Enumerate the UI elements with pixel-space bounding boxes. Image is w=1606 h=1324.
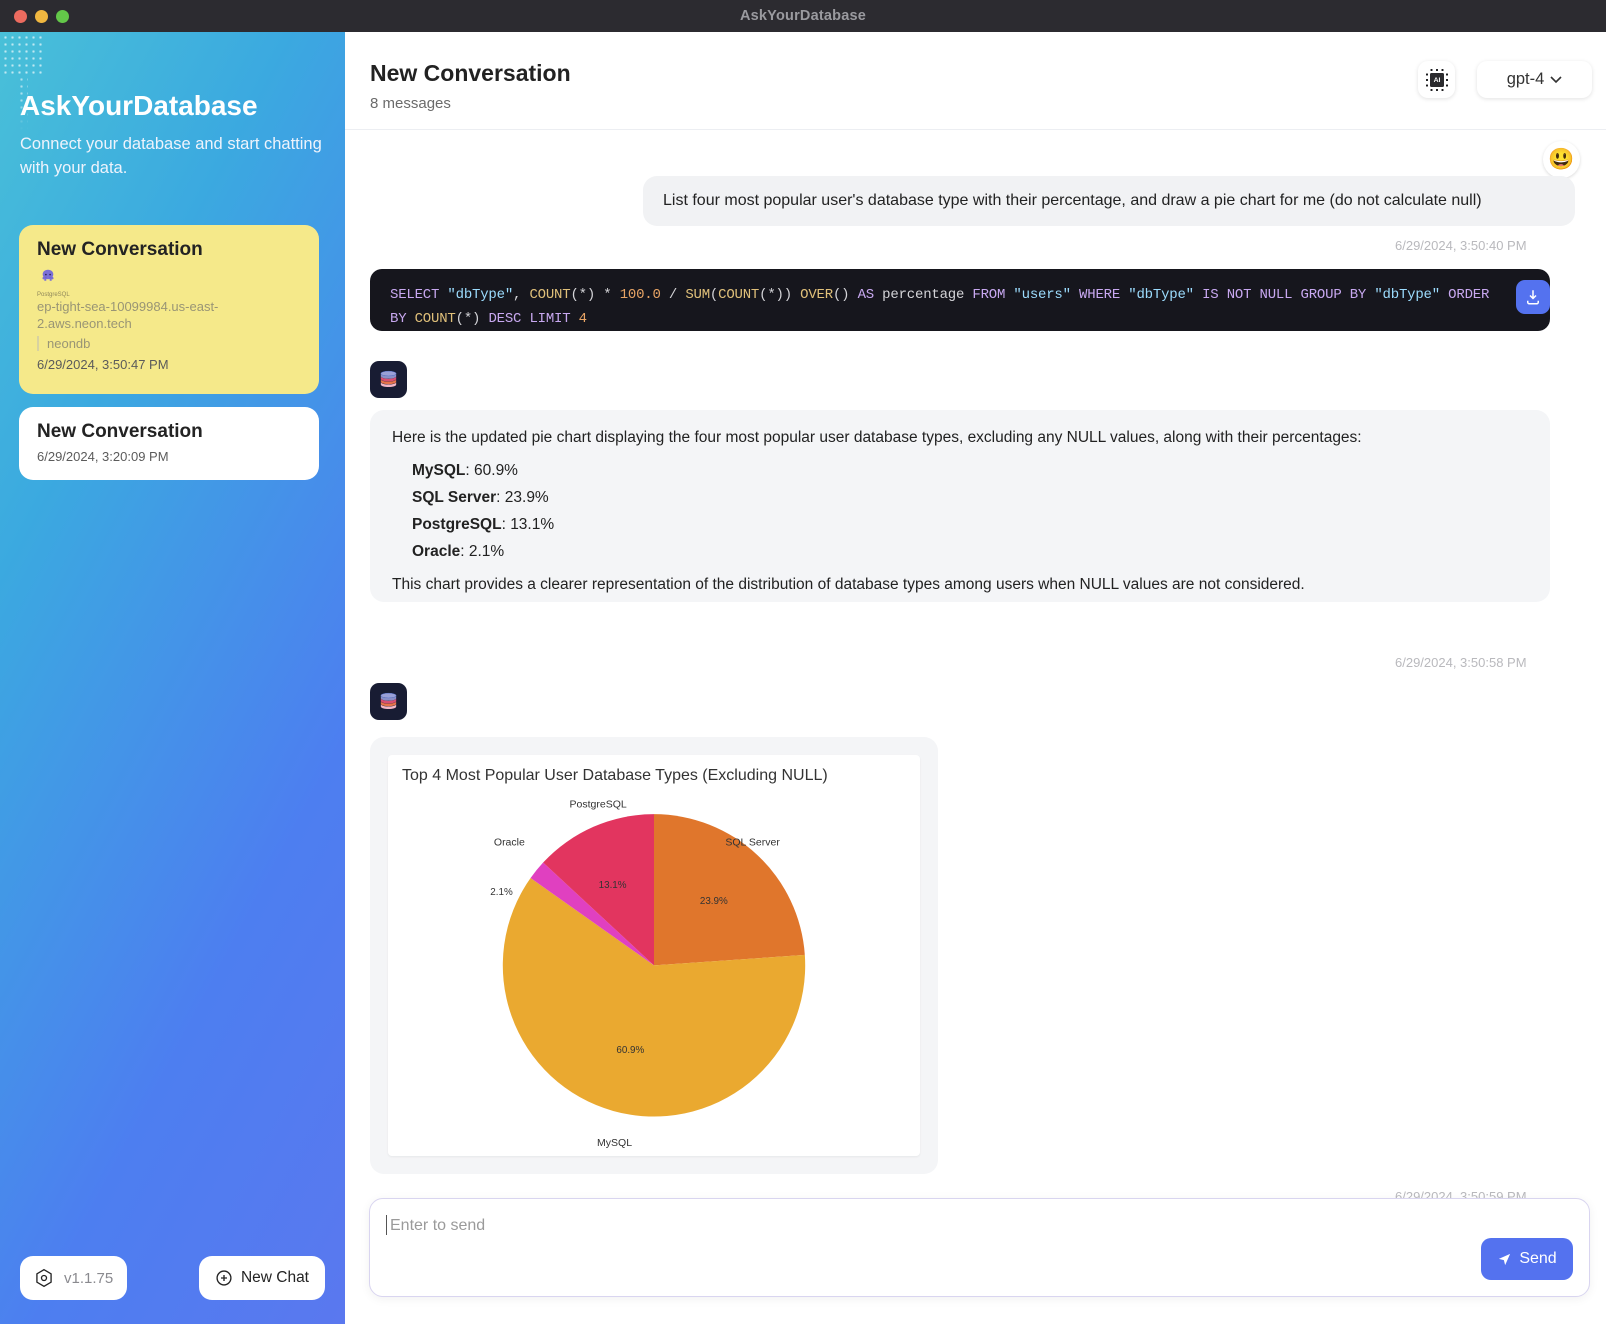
svg-text:SQL Server: SQL Server <box>725 837 780 849</box>
svg-text:23.9%: 23.9% <box>700 896 728 907</box>
svg-text:MySQL: MySQL <box>597 1137 632 1149</box>
svg-text:60.9%: 60.9% <box>616 1045 644 1056</box>
svg-text:AI: AI <box>1433 77 1440 84</box>
svg-text:PostgreSQL: PostgreSQL <box>570 799 627 811</box>
svg-text:13.1%: 13.1% <box>599 880 627 891</box>
svg-text:2.1%: 2.1% <box>490 887 513 898</box>
svg-text:Oracle: Oracle <box>494 837 525 849</box>
